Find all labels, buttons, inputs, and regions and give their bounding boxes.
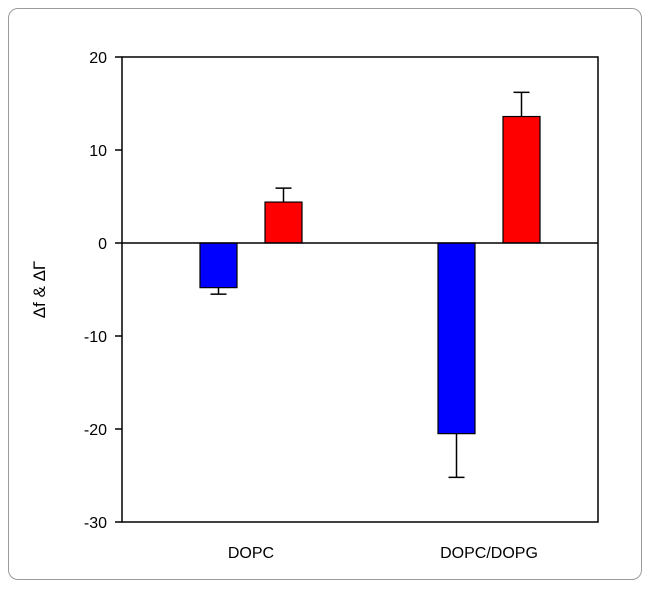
figure-frame (8, 8, 642, 580)
y-tick-label: -10 (84, 329, 107, 346)
y-tick-label: -20 (84, 422, 107, 439)
y-tick-label: 0 (98, 236, 107, 253)
y-tick-label: 10 (89, 143, 107, 160)
x-tick-label: DOPC/DOPG (440, 545, 538, 562)
y-axis-ticks: -30 -20 -10 0 10 20 (84, 50, 122, 532)
x-tick-label: DOPC (228, 545, 274, 562)
bar (199, 242, 238, 289)
y-tick-label: -30 (84, 515, 107, 532)
x-axis-ticks: DOPC DOPC/DOPG (228, 545, 538, 562)
chart-marks (199, 91, 541, 479)
y-tick-label: 20 (89, 50, 107, 67)
bar (437, 242, 476, 435)
y-axis-label: Δf & ΔΓ (30, 261, 49, 319)
bar (264, 201, 303, 244)
plot-area-frame (121, 56, 599, 523)
bar (502, 115, 541, 244)
